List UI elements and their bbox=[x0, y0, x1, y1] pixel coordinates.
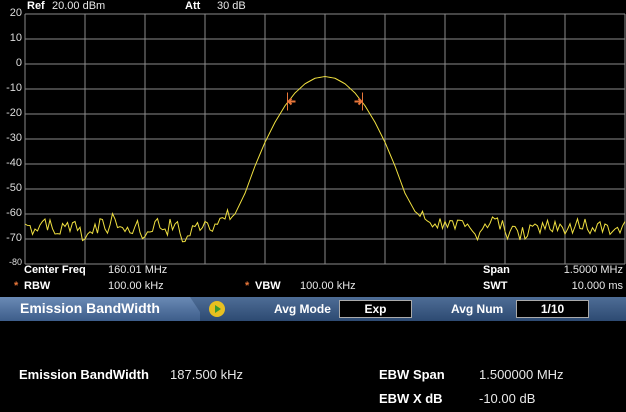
rbw-asterisk: * bbox=[14, 280, 19, 292]
swt-value: 10.000 ms bbox=[571, 280, 623, 292]
swt-label: SWT bbox=[483, 280, 508, 292]
rbw-label: RBW bbox=[24, 280, 51, 292]
span-value: 1.5000 MHz bbox=[563, 264, 623, 276]
ebw-value: 187.500 kHz bbox=[170, 367, 243, 382]
avg-mode-field[interactable]: Exp bbox=[339, 300, 412, 318]
y-tick-label: -30 bbox=[6, 132, 22, 144]
avg-mode-label: Avg Mode bbox=[274, 302, 331, 316]
ref-value: 20.00 dBm bbox=[52, 0, 106, 12]
ref-label: Ref bbox=[27, 0, 45, 12]
ebw-span-value: 1.500000 MHz bbox=[479, 367, 564, 382]
center-freq-label: Center Freq bbox=[24, 264, 86, 276]
menu-title: Emission BandWidth bbox=[0, 297, 200, 321]
vbw-asterisk: * bbox=[245, 280, 250, 292]
y-tick-label: -70 bbox=[6, 232, 22, 244]
spectrum-plot bbox=[24, 13, 626, 265]
ebw-xdb-label: EBW X dB bbox=[379, 391, 443, 406]
span-label: Span bbox=[483, 264, 510, 276]
trace-line bbox=[24, 75, 626, 243]
ebw-xdb-value: -10.00 dB bbox=[479, 391, 536, 406]
marker-arrow-icon bbox=[354, 97, 363, 106]
y-tick-label: 10 bbox=[9, 32, 22, 44]
menu-bar: Emission BandWidth Avg Mode Exp Avg Num … bbox=[0, 297, 626, 321]
ebw-span-label: EBW Span bbox=[379, 367, 445, 382]
rbw-value: 100.00 kHz bbox=[108, 280, 164, 292]
vbw-value: 100.00 kHz bbox=[300, 280, 356, 292]
y-tick-label: -80 bbox=[8, 257, 22, 267]
ebw-label: Emission BandWidth bbox=[19, 367, 149, 382]
avg-num-field[interactable]: 1/10 bbox=[516, 300, 589, 318]
y-tick-label: -20 bbox=[6, 107, 22, 119]
y-tick-label: -50 bbox=[6, 182, 22, 194]
vbw-label: VBW bbox=[255, 280, 281, 292]
y-tick-label: 0 bbox=[15, 57, 22, 69]
center-freq-value: 160.01 MHz bbox=[108, 264, 168, 276]
y-tick-label: -10 bbox=[6, 82, 22, 94]
att-value: 30 dB bbox=[217, 0, 246, 12]
y-tick-label: -60 bbox=[6, 207, 22, 219]
marker-arrow-icon bbox=[287, 97, 296, 106]
y-tick-label: 20 bbox=[9, 7, 22, 19]
att-label: Att bbox=[185, 0, 201, 12]
play-icon[interactable] bbox=[209, 301, 225, 317]
avg-num-label: Avg Num bbox=[451, 302, 504, 316]
y-tick-label: -40 bbox=[6, 157, 22, 169]
